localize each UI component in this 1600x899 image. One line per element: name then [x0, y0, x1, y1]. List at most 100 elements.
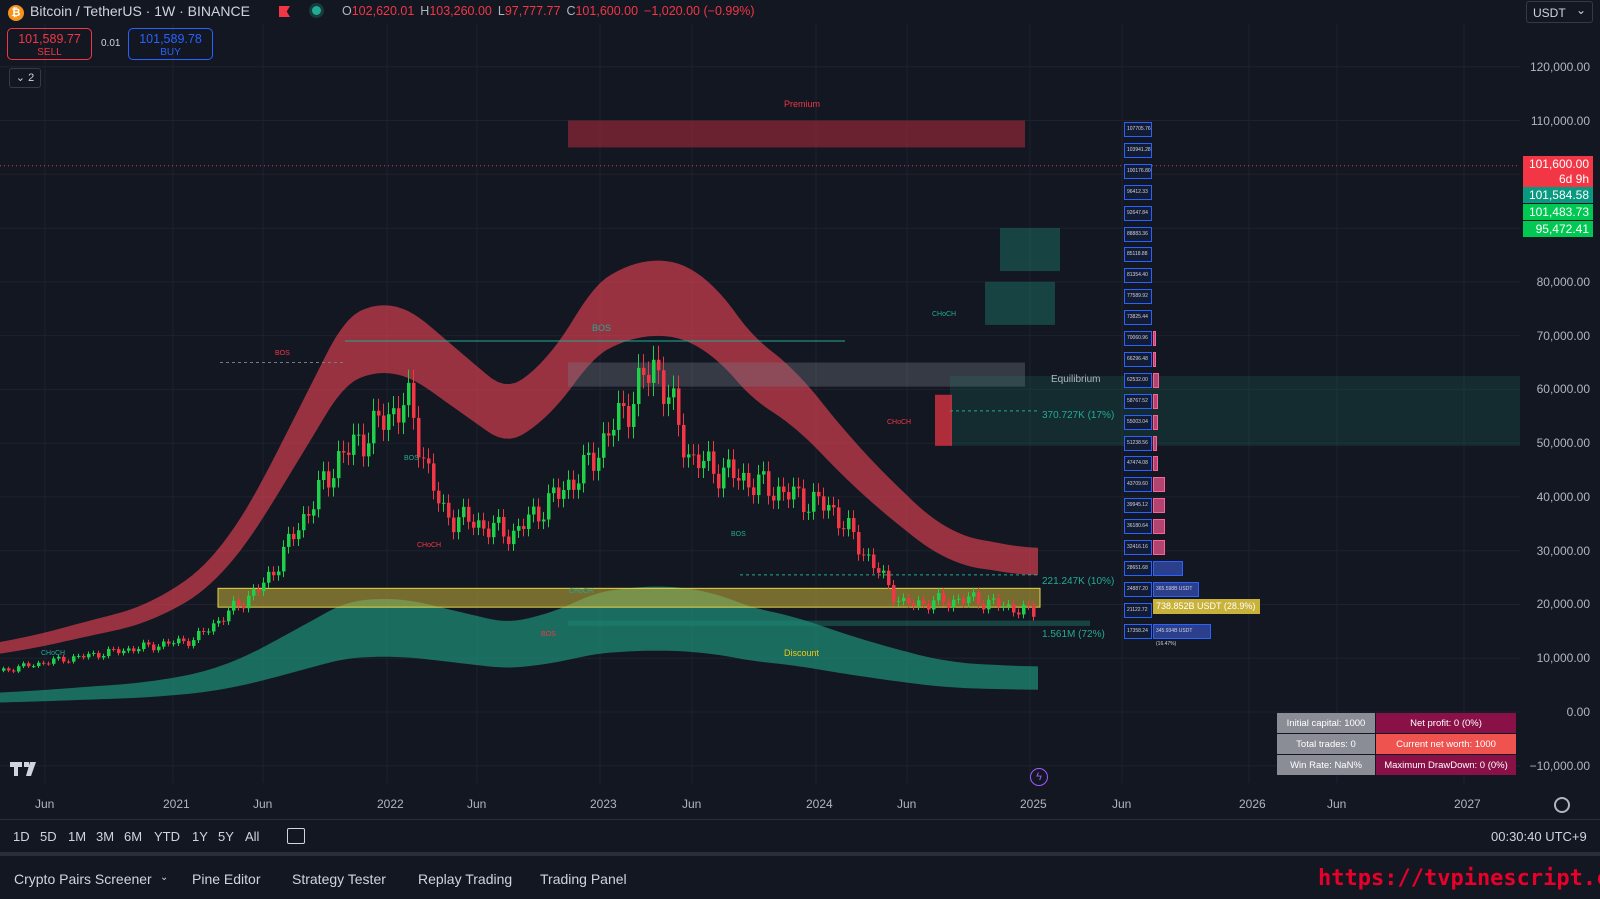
- panel-tab-crypto-pairs-screener[interactable]: Crypto Pairs Screener: [14, 871, 152, 887]
- panel-tab-replay-trading[interactable]: Replay Trading: [418, 871, 513, 887]
- candle: [77, 655, 81, 657]
- candle: [192, 640, 196, 646]
- candle: [607, 433, 611, 436]
- gear-icon[interactable]: [1554, 797, 1570, 813]
- choch-label: CHoCH: [569, 588, 594, 595]
- choch-label: CHoCH: [932, 311, 957, 318]
- timeframe-5y-button[interactable]: 5Y: [218, 829, 234, 844]
- bitcoin-logo-icon: ₿: [8, 5, 24, 21]
- candle: [597, 457, 601, 471]
- candle: [447, 502, 451, 518]
- candle: [782, 486, 786, 493]
- poc-label: 738.852B USDT (28.9%): [1153, 599, 1260, 614]
- bos-label: BOS: [541, 631, 556, 638]
- candle: [602, 433, 606, 458]
- sell-button[interactable]: 101,589.77 SELL: [7, 28, 92, 60]
- strategy-stats-table: Initial capital: 1000 Net profit: 0 (0%)…: [1276, 712, 1517, 776]
- lower-band: [0, 586, 1038, 703]
- timeframe-ytd-button[interactable]: YTD: [154, 829, 180, 844]
- candle: [227, 610, 231, 622]
- ohlc-key: C: [566, 4, 576, 18]
- candle: [322, 471, 326, 481]
- candle: [962, 598, 966, 604]
- panel-tab-strategy-tester[interactable]: Strategy Tester: [292, 871, 386, 887]
- chevron-down-icon: ⌄: [1575, 3, 1586, 17]
- volume-profile-bar: 345.934B USDT (16.47%): [1153, 623, 1211, 647]
- timeframe-6m-button[interactable]: 6M: [124, 829, 143, 844]
- clock[interactable]: 00:30:40 UTC+9: [1491, 829, 1587, 844]
- time-tick-label: 2023: [590, 797, 617, 811]
- candle: [492, 522, 496, 538]
- candle: [457, 517, 461, 533]
- candle: [737, 478, 741, 481]
- tradingview-logo-icon[interactable]: [10, 760, 42, 781]
- demand-zone: [1000, 228, 1060, 272]
- candle: [287, 533, 291, 547]
- price-tick-label: 120,000.00: [1529, 59, 1590, 74]
- candle: [957, 598, 961, 600]
- candle: [277, 571, 281, 576]
- candle: [357, 434, 361, 436]
- ohlc-key: O: [342, 4, 352, 18]
- candle: [907, 597, 911, 604]
- candle: [872, 554, 876, 569]
- panel-tab-pine-editor[interactable]: Pine Editor: [192, 871, 261, 887]
- timeframe-3m-button[interactable]: 3M: [96, 829, 115, 844]
- premium-zone: [568, 120, 1025, 148]
- candle: [527, 514, 531, 530]
- indicators-collapse-button[interactable]: ⌄ 2: [9, 68, 41, 88]
- candle: [297, 530, 301, 540]
- candle: [87, 653, 91, 658]
- candle: [102, 656, 106, 658]
- candle: [917, 600, 921, 606]
- candle: [757, 474, 761, 496]
- max-drawdown: Maximum DrawDown: 0 (0%): [1376, 755, 1516, 775]
- panel-tab-trading-panel[interactable]: Trading Panel: [540, 871, 627, 887]
- candle: [717, 473, 721, 489]
- candle: [217, 620, 221, 624]
- candle: [372, 410, 376, 444]
- candle: [627, 406, 631, 427]
- volume-profile-bar: 365.598B USDT (14.31%): [1153, 581, 1199, 605]
- candle: [827, 505, 831, 511]
- time-tick-label: 2021: [163, 797, 190, 811]
- flag-icon[interactable]: [279, 6, 290, 17]
- candle: [897, 600, 901, 603]
- candle: [1012, 604, 1016, 613]
- candle: [822, 496, 826, 511]
- timeframe-all-button[interactable]: All: [245, 829, 260, 844]
- timeframe-1d-button[interactable]: 1D: [13, 829, 30, 844]
- timeframe-5d-button[interactable]: 5D: [40, 829, 57, 844]
- date-range-icon[interactable]: [287, 828, 305, 844]
- price-tag: 6d 9h: [1523, 171, 1593, 187]
- candle: [152, 644, 156, 651]
- currency-select[interactable]: USDT ⌄: [1526, 1, 1593, 23]
- candle: [22, 663, 26, 667]
- total-trades: Total trades: 0: [1277, 734, 1375, 754]
- chevron-down-icon[interactable]: ⌄: [160, 872, 169, 883]
- buy-price: 101,589.78: [139, 32, 202, 46]
- price-tick-label: 20,000.00: [1536, 597, 1590, 612]
- candle: [582, 455, 586, 484]
- lot-size[interactable]: 0.01: [101, 38, 121, 49]
- candle: [922, 600, 926, 604]
- buy-button[interactable]: 101,589.78 BUY: [128, 28, 213, 60]
- volume-profile-bar: [1153, 393, 1158, 409]
- timeframe-1y-button[interactable]: 1Y: [192, 829, 208, 844]
- volume-profile-level: 77589.92: [1124, 289, 1152, 305]
- candle: [697, 454, 701, 469]
- ohlc-value: 97,777.77: [504, 4, 561, 18]
- candle: [412, 382, 416, 418]
- timeframe-1m-button[interactable]: 1M: [68, 829, 87, 844]
- candle: [312, 509, 316, 516]
- candle: [892, 585, 896, 603]
- lightning-icon[interactable]: ϟ: [1030, 768, 1048, 786]
- bos-label: BOS: [275, 350, 290, 357]
- time-tick-label: 2022: [377, 797, 404, 811]
- symbol-title[interactable]: Bitcoin / TetherUS · 1W · BINANCE: [30, 3, 250, 19]
- candle: [1032, 605, 1036, 617]
- candle: [27, 663, 31, 667]
- candle: [652, 359, 656, 383]
- upper-band: [0, 260, 1038, 654]
